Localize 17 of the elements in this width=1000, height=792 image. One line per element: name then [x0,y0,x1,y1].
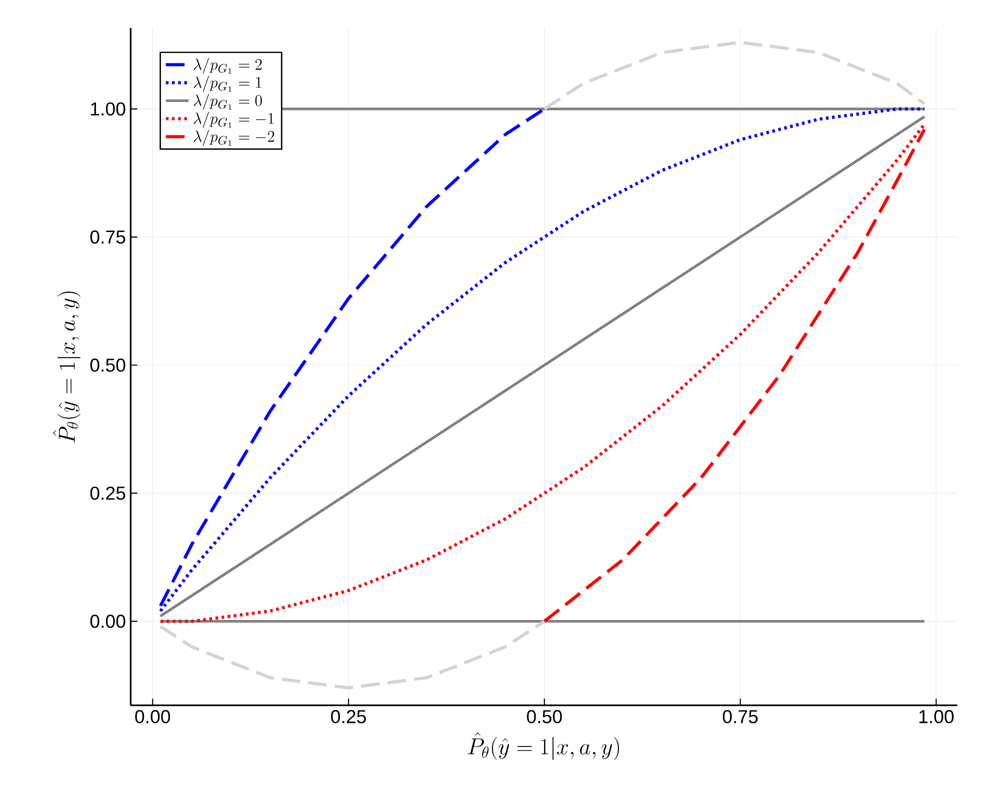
y-tick-label: 0.25 [90,486,126,500]
x-axis-title: $\hat{P}_\theta(\hat{y}=1|x,a,y)$ [468,732,619,760]
x-tick-label: 0.25 [331,710,366,724]
x-tick-label: 1.00 [919,710,954,724]
y-tick-label: 0.50 [90,358,126,372]
y-tick-label: 1.00 [91,102,126,116]
x-tick-label: 0.75 [722,710,758,724]
y-tick-label: 0.75 [90,230,126,244]
x-tick-label: 0.50 [526,710,562,724]
legend-label: $\lambda/p_{G_1}=2$ [194,58,262,74]
x-tick-label: 0.00 [135,710,170,724]
legend-label: $\lambda/p_{G_1}=-2$ [194,130,274,146]
legend-label: $\lambda/p_{G_1}=-1$ [194,112,274,128]
legend-label: $\lambda/p_{G_1}=1$ [194,76,262,92]
y-axis-title: $\hat{P}_\theta(\hat{y}=1|x,a,y)$ [52,292,80,443]
legend-label: $\lambda/p_{G_1}=0$ [194,94,262,110]
y-tick-label: 0.00 [90,614,126,628]
